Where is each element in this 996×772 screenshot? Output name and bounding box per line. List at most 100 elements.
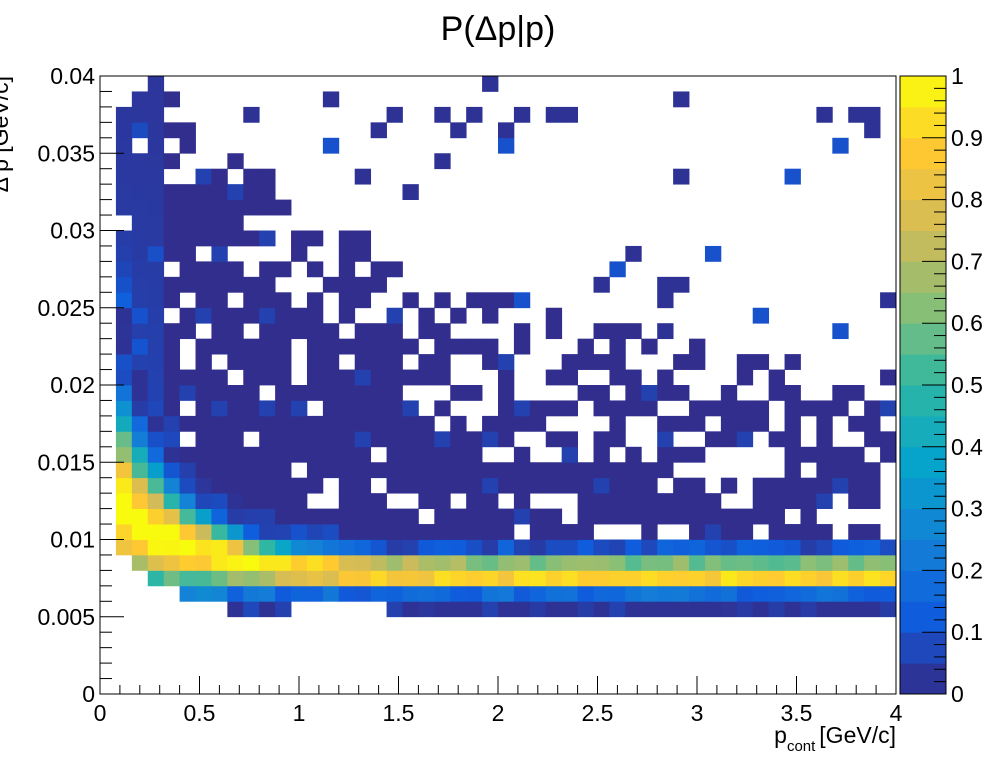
heatmap-cell xyxy=(593,431,610,448)
heatmap-cell xyxy=(354,245,372,262)
heatmap-cell xyxy=(418,446,435,463)
heatmap-cell xyxy=(115,539,133,556)
heatmap-cell xyxy=(418,477,435,494)
heatmap-cell xyxy=(227,508,244,525)
heatmap-cell xyxy=(275,292,292,309)
heatmap-cell xyxy=(434,153,451,170)
heatmap-cell xyxy=(259,493,276,509)
heatmap-cell xyxy=(115,369,133,386)
heatmap-cell xyxy=(513,106,531,123)
heatmap-cell xyxy=(864,554,881,571)
heatmap-cell xyxy=(482,292,499,309)
heatmap-cell xyxy=(179,122,196,139)
heatmap-cell xyxy=(115,354,133,370)
heatmap-cell xyxy=(259,199,276,216)
heatmap-cell xyxy=(689,585,706,602)
heatmap-cell xyxy=(227,276,244,293)
heatmap-cell xyxy=(402,601,419,618)
heatmap-cell xyxy=(179,137,196,154)
heatmap-cell xyxy=(131,477,149,494)
heatmap-cell xyxy=(370,369,387,386)
heatmap-cell xyxy=(577,477,594,494)
heatmap-cell xyxy=(115,199,133,216)
heatmap-cell xyxy=(402,369,419,386)
heatmap-cell xyxy=(609,493,626,509)
heatmap-cell xyxy=(163,199,180,216)
heatmap-cell xyxy=(529,554,547,571)
heatmap-cell xyxy=(163,554,180,571)
heatmap-cell xyxy=(243,524,260,540)
heatmap-cell xyxy=(147,276,165,293)
heatmap-cell xyxy=(306,354,324,370)
heatmap-cell xyxy=(147,354,165,370)
heatmap-cell xyxy=(131,245,149,262)
heatmap-cell xyxy=(259,400,276,417)
heatmap-cell xyxy=(482,601,499,618)
heatmap-cell xyxy=(338,585,356,602)
heatmap-cell xyxy=(752,354,770,370)
heatmap-cell xyxy=(147,91,165,108)
heatmap-cell xyxy=(673,493,690,509)
heatmap-cell xyxy=(322,385,340,401)
heatmap-cell xyxy=(291,385,308,401)
heatmap-cell xyxy=(418,570,435,587)
heatmap-cell xyxy=(115,307,133,324)
heatmap-cell xyxy=(577,524,594,540)
heatmap-cell xyxy=(243,462,260,479)
heatmap-cell xyxy=(864,601,881,618)
heatmap-cell xyxy=(513,477,531,494)
heatmap-cell xyxy=(306,230,324,247)
heatmap-cell xyxy=(673,276,690,293)
heatmap-cell xyxy=(657,570,674,587)
heatmap-cell xyxy=(625,400,642,417)
heatmap-cell xyxy=(641,385,658,401)
heatmap-cell xyxy=(545,508,563,525)
heatmap-cell xyxy=(291,570,308,587)
heatmap-cell xyxy=(243,276,260,293)
heatmap-cell xyxy=(880,446,897,463)
heatmap-cell xyxy=(338,400,356,417)
heatmap-cell xyxy=(768,493,785,509)
heatmap-cell xyxy=(498,400,515,417)
heatmap-cell xyxy=(625,539,642,556)
heatmap-cell xyxy=(227,554,244,571)
heatmap-cell xyxy=(322,415,340,432)
heatmap-cell xyxy=(115,524,133,540)
heatmap-cell xyxy=(466,601,483,618)
heatmap-cell xyxy=(291,539,308,556)
heatmap-cell xyxy=(163,276,180,293)
heatmap-cell xyxy=(354,230,372,247)
heatmap-cell xyxy=(752,400,770,417)
heatmap-cell xyxy=(434,106,451,123)
heatmap-cell xyxy=(848,570,865,587)
heatmap-cell xyxy=(386,446,403,463)
heatmap-cell xyxy=(354,462,372,479)
heatmap-cell xyxy=(848,106,865,123)
heatmap-cell xyxy=(195,415,212,432)
heatmap-cell xyxy=(243,415,260,432)
heatmap-cell xyxy=(163,184,180,200)
heatmap-cell xyxy=(577,462,594,479)
heatmap-cell xyxy=(704,400,722,417)
heatmap-cell xyxy=(864,415,881,432)
heatmap-cell xyxy=(163,493,180,509)
heatmap-cell xyxy=(402,462,419,479)
heatmap-cell xyxy=(211,307,228,324)
heatmap-cell xyxy=(768,524,785,540)
heatmap-cell xyxy=(195,524,212,540)
heatmap-cell xyxy=(418,493,435,509)
heatmap-cell xyxy=(577,585,594,602)
heatmap-cell xyxy=(498,122,515,139)
heatmap-cell xyxy=(275,446,292,463)
heatmap-cell xyxy=(163,524,180,540)
heatmap-cell xyxy=(816,462,833,479)
heatmap-cell xyxy=(195,570,212,587)
heatmap-cell xyxy=(673,570,690,587)
heatmap-cell xyxy=(736,431,754,448)
heatmap-cell xyxy=(243,292,260,309)
heatmap-cell xyxy=(179,570,196,587)
heatmap-cell xyxy=(609,601,626,618)
heatmap-cell xyxy=(482,307,499,324)
heatmap-cell xyxy=(609,539,626,556)
